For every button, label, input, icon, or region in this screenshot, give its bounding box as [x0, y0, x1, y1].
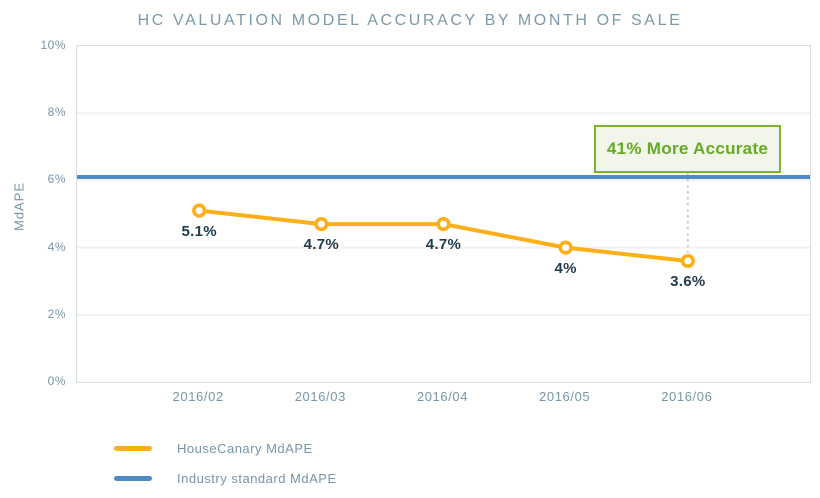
- y-tick-label: 10%: [40, 38, 66, 52]
- legend-item-housecanary: HouseCanary MdAPE: [114, 433, 337, 463]
- legend-label: Industry standard MdAPE: [177, 470, 337, 486]
- data-point-label: 4.7%: [303, 236, 340, 254]
- annotation-box: 41% More Accurate: [594, 125, 781, 173]
- data-point-label: 4%: [554, 259, 577, 277]
- data-point-marker: [314, 216, 329, 232]
- data-point-marker: [436, 216, 451, 232]
- legend-swatch-blue-line: [114, 475, 152, 481]
- x-axis-tick-labels: 2016/02 2016/03 2016/04 2016/05 2016/06: [76, 389, 809, 407]
- legend-item-industry-standard: Industry standard MdAPE: [114, 463, 337, 493]
- chart-plot-svg: [77, 112, 810, 316]
- legend: HouseCanary MdAPE Industry standard MdAP…: [114, 433, 337, 493]
- x-tick-label: 2016/04: [416, 389, 469, 404]
- data-point-label: 3.6%: [670, 273, 706, 291]
- annotation-text: 41% More Accurate: [606, 139, 769, 158]
- x-tick-label: 2016/05: [539, 389, 591, 404]
- data-point-marker: [192, 203, 207, 218]
- y-tick-label: 0%: [47, 374, 66, 388]
- data-point-marker: [558, 240, 573, 255]
- y-tick-label: 8%: [47, 105, 66, 120]
- data-point-marker: [680, 253, 695, 269]
- x-tick-label: 2016/06: [661, 389, 713, 404]
- legend-swatch-orange-line: [114, 445, 152, 451]
- data-point-label: 5.1%: [181, 222, 217, 240]
- x-tick-label: 2016/03: [294, 389, 346, 404]
- plot-area: 5.1% 4.7% 4.7% 4% 3.6% 41% More Accurate: [76, 45, 811, 383]
- y-tick-label: 2%: [47, 306, 66, 321]
- chart-title: HC VALUATION MODEL ACCURACY BY MONTH OF …: [137, 12, 683, 29]
- y-tick-label: 4%: [47, 239, 66, 254]
- x-tick-label: 2016/02: [172, 389, 224, 404]
- y-axis-tick-labels: 10% 8% 6% 4% 2% 0%: [0, 38, 66, 388]
- data-point-label: 4.7%: [425, 236, 462, 254]
- y-tick-label: 6%: [47, 172, 66, 187]
- legend-label: HouseCanary MdAPE: [177, 440, 313, 456]
